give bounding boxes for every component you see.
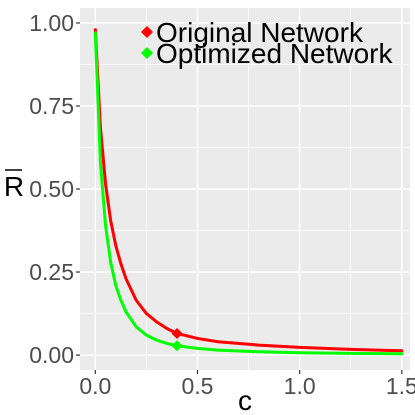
x-tick-label: 1.5 — [386, 373, 415, 399]
series-line-0 — [93, 28, 404, 353]
series-layer — [93, 28, 404, 356]
legend-label-original: Original Network — [156, 17, 364, 48]
series-line-1 — [93, 31, 404, 356]
y-tick-label: 0.75 — [29, 93, 74, 119]
x-tick-label: 0.5 — [182, 373, 214, 399]
legend-item-original: Original Network — [141, 17, 364, 48]
y-axis: 0.00 0.25 0.50 0.75 1.00 — [29, 10, 80, 368]
x-tick-label: 0.0 — [79, 373, 111, 399]
series-marker-0 — [171, 327, 183, 339]
legend-label-optimized: Optimized Network — [156, 38, 394, 69]
x-axis: 0.0 0.5 1.0 1.5 — [79, 370, 415, 399]
grid-major — [80, 8, 410, 370]
y-tick-label: 0.25 — [29, 259, 74, 285]
legend-key-original — [141, 26, 153, 38]
legend-key-optimized — [141, 47, 153, 59]
y-axis-title: R — [4, 171, 24, 202]
legend: Original Network Optimized Network — [141, 17, 394, 69]
y-tick-label: 0.00 — [29, 342, 74, 368]
y-tick-label: 1.00 — [29, 10, 74, 36]
y-tick-label: 0.50 — [29, 176, 74, 202]
x-tick-label: 1.0 — [284, 373, 316, 399]
legend-item-optimized: Optimized Network — [141, 38, 394, 69]
series-marker-1 — [171, 340, 183, 352]
x-axis-title: c — [238, 385, 252, 415]
